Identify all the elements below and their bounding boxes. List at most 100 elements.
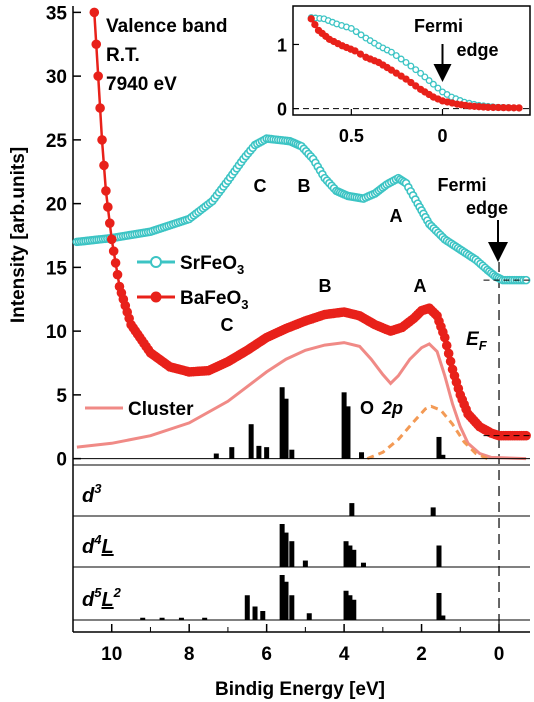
cluster-stick [279, 387, 285, 459]
y-tick-label: 10 [46, 322, 67, 343]
fermi-label-main-2: edge [466, 198, 508, 218]
series-point-bafeo3 [93, 71, 103, 81]
x-axis-ticks: 10 8 6 4 2 0 [72, 624, 505, 665]
red-peak-a: A [414, 276, 427, 296]
cluster-stick [283, 398, 289, 459]
red-peak-c: C [221, 315, 234, 335]
legend-label: BaFeO3 [180, 288, 248, 312]
x-tick-label: 6 [261, 644, 272, 665]
subpanel-stick [351, 599, 357, 620]
series-point-bafeo3 [91, 39, 102, 50]
x-tick-label: 10 [101, 644, 122, 665]
series-line-cluster [76, 341, 527, 461]
cluster-stick [213, 453, 219, 459]
info-line-1: Valence band [106, 16, 227, 37]
inset-point [307, 15, 315, 23]
subpanel-stick [283, 532, 289, 567]
inset-plot: 0 1 0.5 0 Fermi edge [277, 5, 531, 146]
subpanel-label: d3 [82, 481, 102, 507]
cluster-stick [436, 436, 442, 459]
inset-y-label: 1 [277, 35, 287, 55]
inset-point [425, 77, 433, 85]
inset-point [311, 20, 319, 29]
inset-point [357, 31, 365, 39]
y-tick-label: 5 [56, 386, 67, 407]
series-point-bafeo3 [97, 135, 107, 145]
y-tick-label: 20 [46, 195, 67, 216]
y-axis-ticks: 0 5 10 15 20 25 30 35 [46, 3, 81, 471]
series-point-bafeo3 [443, 348, 454, 359]
fermi-arrowhead-inset [433, 64, 452, 82]
inset-point [434, 84, 442, 92]
y-tick-label: 15 [46, 258, 68, 279]
subpanel-stick [279, 575, 285, 620]
subpanel-stick [244, 595, 250, 620]
series-point-bafeo3 [112, 269, 123, 280]
inset-x-label: 0 [437, 126, 447, 146]
info-line-3: 7940 eV [106, 74, 177, 95]
subpanel-stick [360, 562, 366, 567]
legend-label: Cluster [128, 399, 194, 420]
o2p-label: O 2p [360, 398, 403, 418]
legend: SrFeO3 BaFeO3 Cluster [85, 253, 248, 420]
series-point-bafeo3 [108, 246, 119, 256]
series-point-bafeo3 [95, 103, 105, 113]
x-tick-label: 0 [494, 644, 505, 665]
main-plot-frame [72, 6, 530, 633]
fermi-label-inset-1: Fermi [414, 16, 463, 36]
series-point-bafeo3 [106, 234, 117, 245]
subpanel-stick [178, 617, 184, 620]
inset-point [515, 104, 523, 112]
series-point-bafeo3 [89, 7, 100, 18]
subpanel-stick [289, 595, 295, 620]
inset-point [352, 28, 360, 36]
stick-spectrum [73, 279, 530, 460]
subpanel-stick [347, 545, 353, 567]
inset-point [392, 52, 400, 60]
subpanel-stick [430, 507, 436, 516]
subpanel-stick [436, 545, 442, 567]
subpanel-stick [252, 606, 258, 620]
inset-point [356, 50, 365, 58]
series-point-bafeo3 [439, 332, 450, 343]
subpanel-stick [202, 617, 208, 620]
legend-marker [150, 291, 162, 303]
red-peak-b: B [319, 276, 332, 296]
series-point-bafeo3 [101, 186, 111, 196]
inset-point [402, 75, 410, 83]
subpanel-label: d5L2 [82, 585, 122, 611]
subpanel-stick [343, 541, 349, 567]
y-tick-label: 0 [56, 450, 67, 471]
y-tick-label: 35 [46, 3, 68, 24]
series-point-bafeo3 [445, 356, 456, 367]
subpanel-stick [260, 611, 266, 620]
fermi-arrow-main [488, 220, 508, 262]
series-line-srfeo3 [76, 137, 527, 282]
inset-point [421, 73, 429, 81]
cluster-stick [248, 424, 254, 459]
cluster-stick [264, 447, 270, 459]
inset-point [347, 24, 355, 32]
fermi-label-inset-2: edge [456, 40, 498, 60]
cluster-stick [289, 449, 295, 459]
x-tick-label: 2 [416, 644, 427, 665]
subpanel-stick [159, 617, 165, 620]
y-tick-label: 25 [46, 131, 68, 152]
series-point-bafeo3 [104, 218, 115, 228]
subpanel-stick [347, 595, 353, 620]
x-tick-label: 8 [184, 644, 195, 665]
subpanel-stick [351, 549, 357, 567]
subpanel-stick [140, 617, 146, 620]
cluster-stick [341, 392, 347, 459]
teal-peak-c: C [254, 176, 267, 196]
inset-point [429, 80, 437, 88]
inset-point [397, 55, 405, 63]
x-axis-label: Bindig Energy [eV] [215, 679, 385, 700]
cluster-stick [359, 452, 365, 459]
info-line-2: R.T. [106, 45, 140, 66]
series-point-bafeo3 [99, 160, 109, 171]
series-point-bafeo3 [441, 340, 452, 351]
inset-point [407, 78, 415, 87]
cluster-stick [256, 445, 262, 459]
